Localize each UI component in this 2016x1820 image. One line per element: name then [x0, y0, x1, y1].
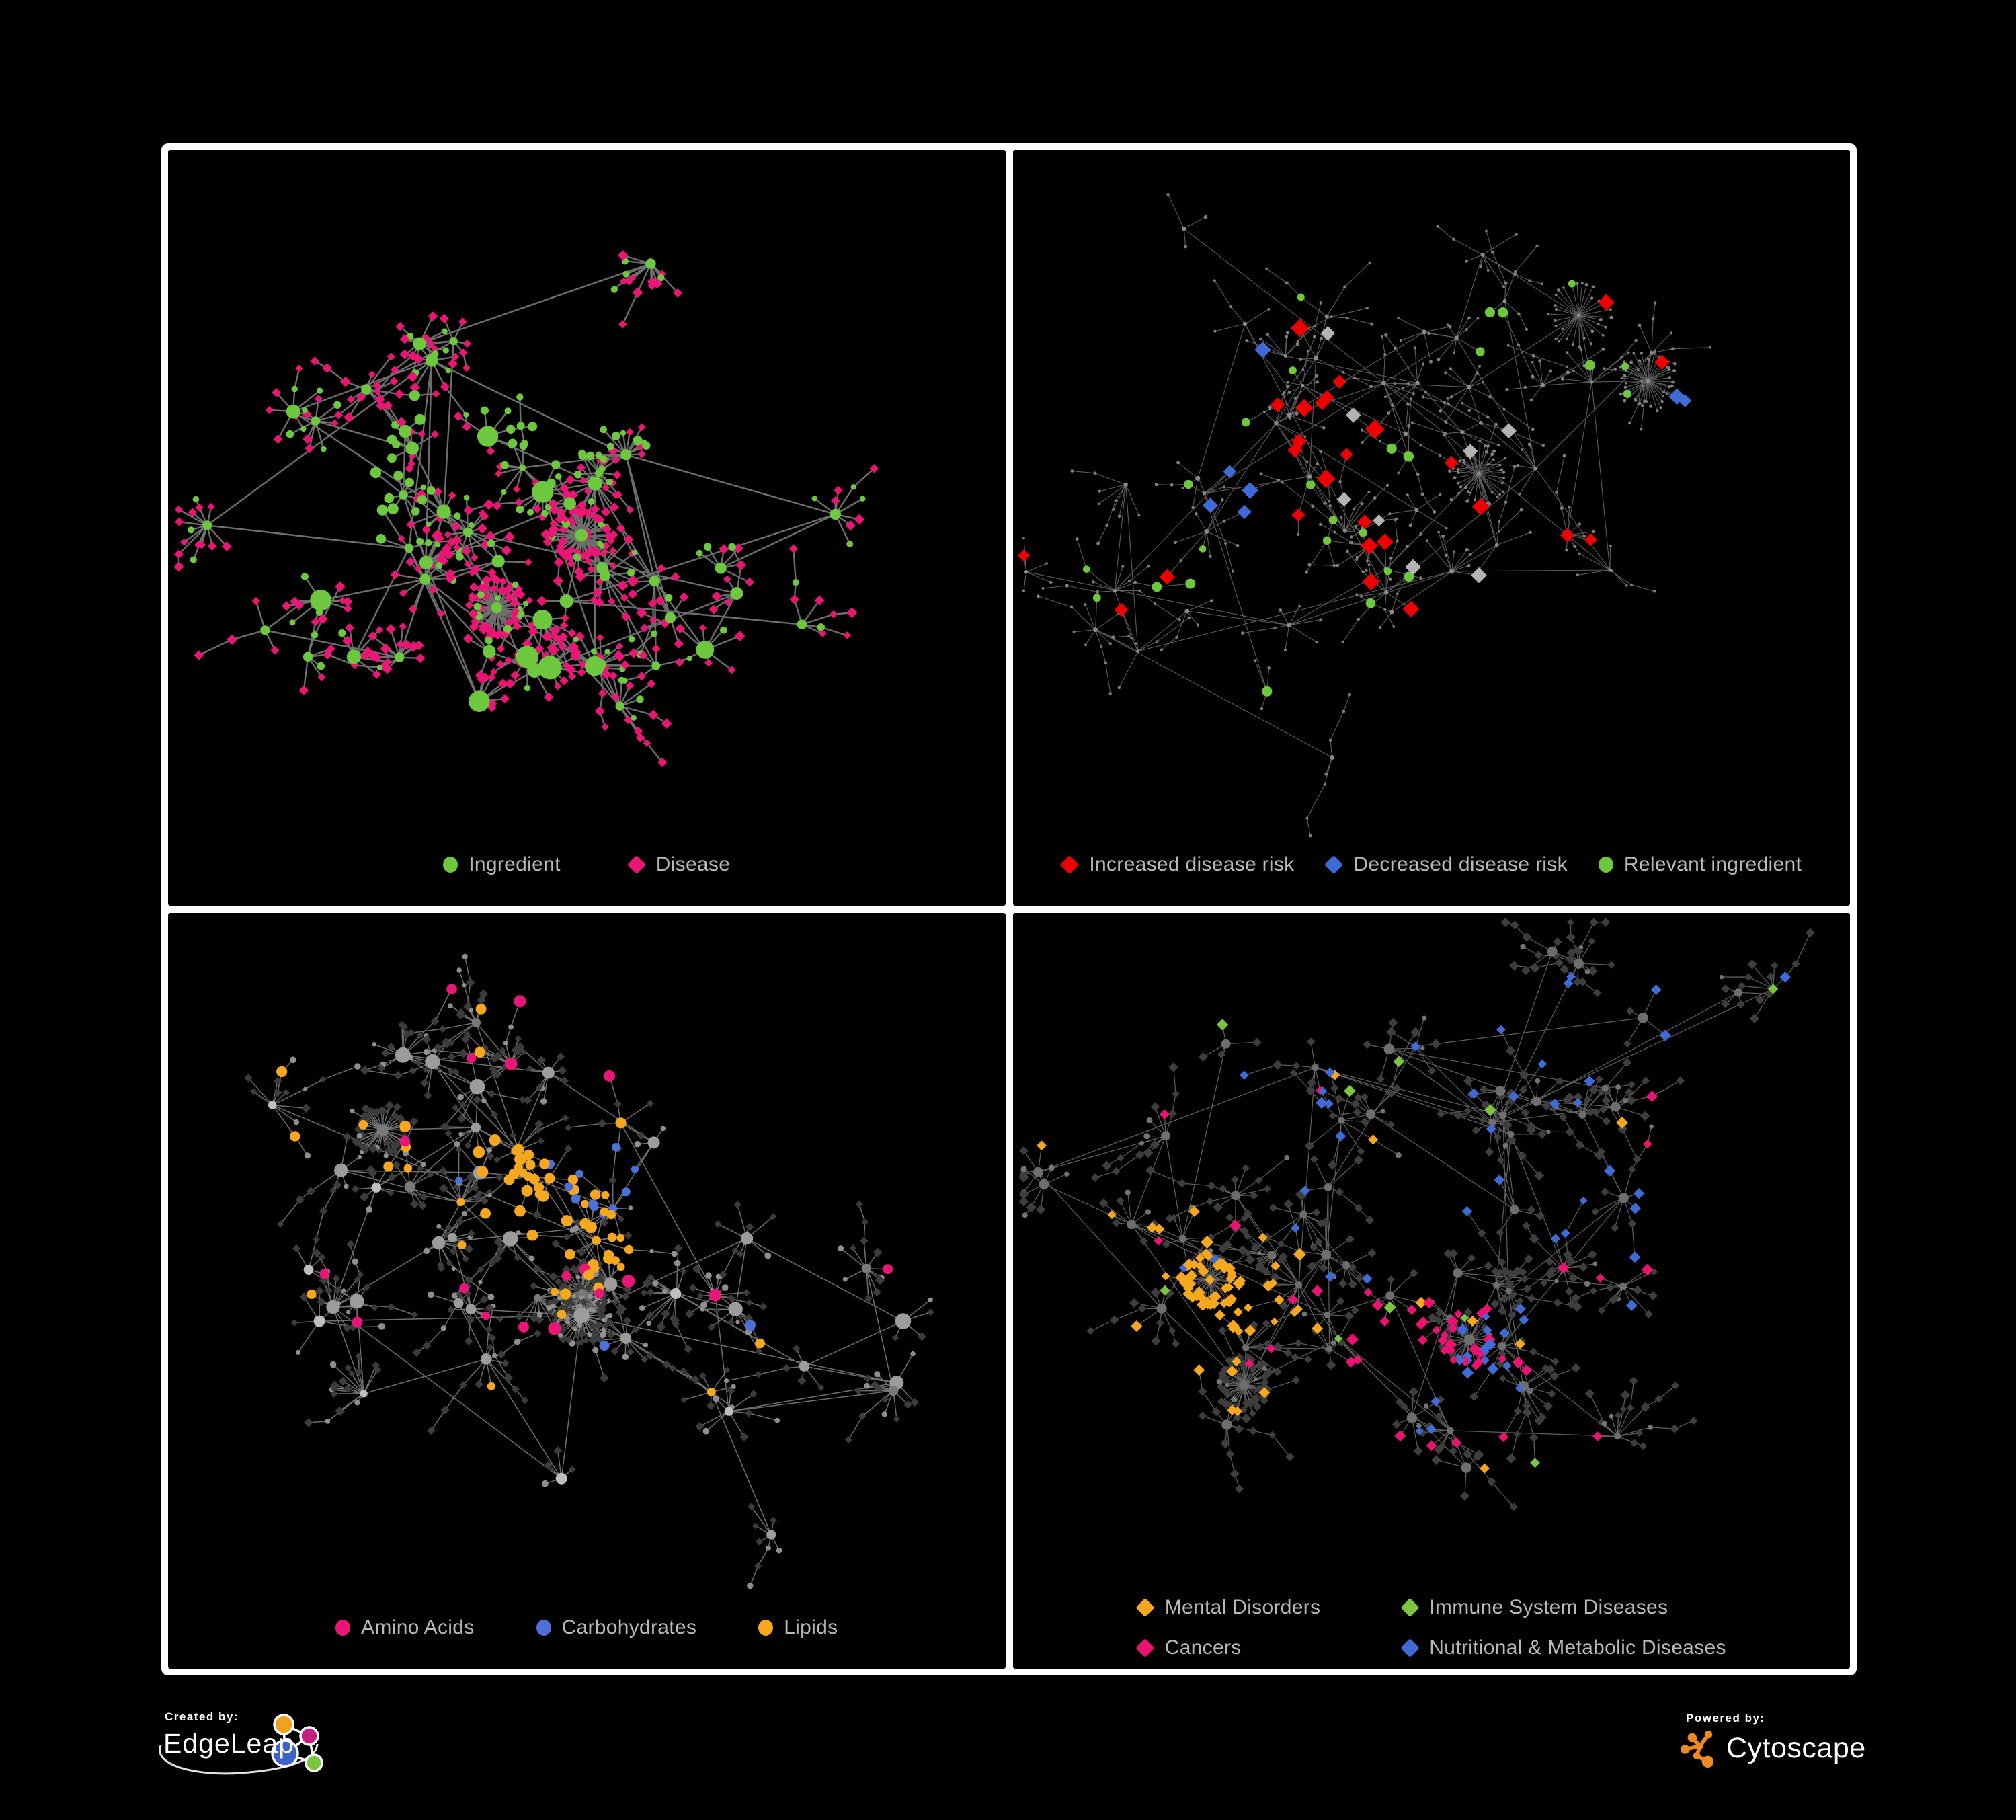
panel-disease-classes: Mental Disorders Immune System Diseases …	[1012, 913, 1850, 1669]
panel-grid: Ingredient Disease Increased disease ris…	[161, 143, 1857, 1675]
legend-nutrient-classes: Amino Acids Carbohydrates Lipids	[168, 1616, 1006, 1639]
circle-marker	[758, 1620, 774, 1636]
legend-item: Mental Disorders	[1135, 1596, 1321, 1619]
diamond-marker	[1400, 1597, 1420, 1618]
legend-label: Disease	[655, 853, 731, 875]
legend-ingredient-disease: Ingredient Disease	[168, 853, 1006, 876]
legend-label: Mental Disorders	[1164, 1596, 1321, 1618]
legend-label: Relevant ingredient	[1623, 853, 1802, 875]
diamond-marker	[1135, 1638, 1155, 1658]
powered-by-label: Powered by:	[1686, 1712, 1765, 1725]
created-by-label: Created by:	[165, 1710, 239, 1723]
legend-item: Carbohydrates	[536, 1616, 697, 1639]
legend-label: Cancers	[1164, 1636, 1242, 1659]
diamond-marker	[1060, 855, 1080, 875]
legend-item: Cancers	[1135, 1636, 1321, 1659]
diamond-marker	[1400, 1638, 1420, 1658]
legend-item: Relevant ingredient	[1598, 853, 1802, 876]
legend-item: Increased disease risk	[1060, 853, 1295, 876]
network-ingredient-disease	[173, 250, 879, 768]
legend-item: Nutritional & Metabolic Diseases	[1400, 1636, 1726, 1659]
circle-marker	[536, 1620, 551, 1636]
legend-item: Amino Acids	[335, 1616, 474, 1639]
circle-marker	[443, 857, 458, 873]
legend-label: Carbohydrates	[561, 1616, 697, 1638]
legend-label: Immune System Diseases	[1429, 1596, 1668, 1618]
diamond-marker	[1135, 1597, 1155, 1618]
legend-label: Amino Acids	[361, 1616, 475, 1638]
cytoscape-credit: Powered by: Cytosc	[1679, 1712, 1866, 1768]
panel-disease-risk: Increased disease risk Decreased disease…	[1012, 150, 1851, 906]
panel-ingredient-disease: Ingredient Disease	[168, 150, 1006, 906]
legend-disease-risk: Increased disease risk Decreased disease…	[1013, 853, 1851, 876]
diamond-marker	[627, 855, 646, 875]
network-disease-risk	[1017, 193, 1711, 838]
cytoscape-wordmark: Cytoscape	[1726, 1731, 1866, 1764]
legend-item: Disease	[627, 853, 731, 876]
edgeleap-wordmark: EdgeLeap	[163, 1728, 294, 1759]
legend-item: Lipids	[758, 1616, 838, 1639]
legend-label: Ingredient	[469, 853, 561, 875]
edgeleap-logo-icon	[159, 1714, 323, 1775]
circle-marker	[335, 1620, 351, 1636]
legend-item: Decreased disease risk	[1324, 853, 1568, 876]
legend-label: Decreased disease risk	[1353, 853, 1568, 875]
legend-item: Immune System Diseases	[1400, 1596, 1726, 1619]
network-disease-classes	[1018, 917, 1815, 1511]
legend-label: Increased disease risk	[1089, 853, 1295, 875]
legend-item: Ingredient	[443, 853, 560, 876]
legend-label: Nutritional & Metabolic Diseases	[1429, 1636, 1726, 1659]
circle-marker	[1598, 857, 1613, 873]
legend-label: Lipids	[784, 1616, 838, 1638]
cytoscape-logo-icon	[1680, 1730, 1714, 1768]
network-nutrient-classes	[244, 953, 934, 1589]
panel-nutrient-classes: Amino Acids Carbohydrates Lipids	[168, 913, 1006, 1669]
legend-disease-classes: Mental Disorders Immune System Diseases …	[1135, 1596, 1726, 1659]
edgeleap-credit: Created by: EdgeLeap	[159, 1710, 323, 1775]
diamond-marker	[1324, 855, 1344, 875]
